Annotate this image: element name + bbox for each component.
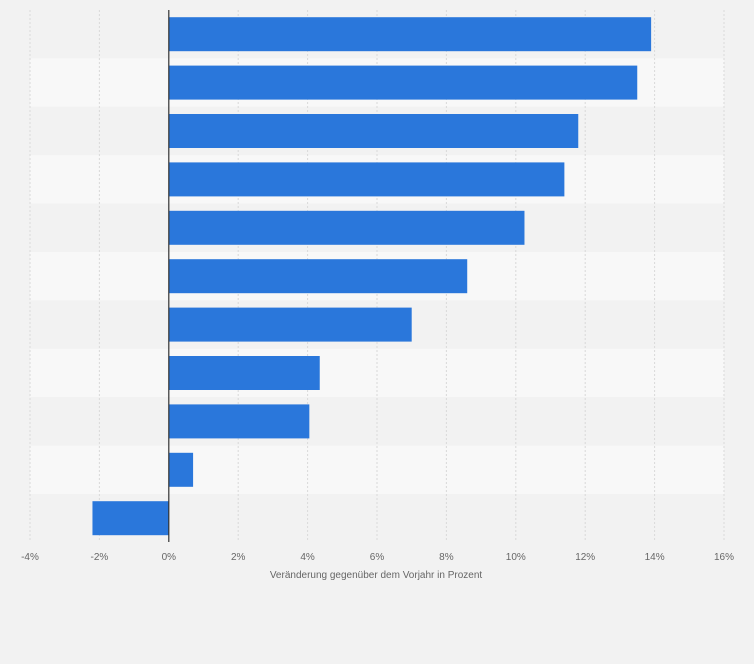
x-tick-label: 8%: [439, 552, 454, 563]
x-tick-label: 0%: [162, 552, 177, 563]
x-tick-label: 6%: [370, 552, 385, 563]
bar: [168, 162, 565, 197]
bar: [168, 210, 525, 245]
bar: [168, 452, 194, 487]
row-band: [30, 445, 724, 494]
x-tick-label: 4%: [300, 552, 315, 563]
bar: [168, 114, 579, 148]
bar: [168, 259, 468, 294]
bar: [168, 65, 638, 100]
x-tick-label: 14%: [645, 552, 665, 563]
x-tick-label: 12%: [575, 552, 595, 563]
bar: [168, 356, 320, 390]
x-tick-label: 2%: [231, 552, 246, 563]
x-tick-label: -4%: [21, 552, 39, 563]
x-axis-ticks: -4% -2% 0% 2% 4% 6% 8% 10% 12% 14% 16%: [21, 552, 734, 563]
row-band: [30, 397, 724, 446]
bars: [92, 17, 652, 536]
row-band: [30, 348, 724, 398]
x-tick-label: 16%: [714, 552, 734, 563]
x-tick-label: -2%: [91, 552, 109, 563]
bar: [92, 501, 169, 536]
bar: [168, 404, 310, 439]
x-tick-label: 10%: [506, 552, 526, 563]
bar: [168, 307, 412, 342]
x-axis-title: Veränderung gegenüber dem Vorjahr in Pro…: [270, 570, 483, 581]
bar: [168, 17, 652, 52]
